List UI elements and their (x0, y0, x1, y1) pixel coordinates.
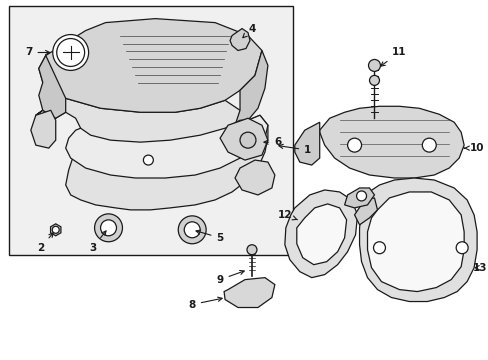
Polygon shape (319, 106, 463, 178)
Circle shape (143, 155, 153, 165)
Polygon shape (220, 118, 267, 160)
Polygon shape (229, 28, 249, 50)
Polygon shape (224, 278, 274, 307)
Polygon shape (367, 192, 463, 292)
Circle shape (53, 35, 88, 71)
Circle shape (94, 214, 122, 242)
Circle shape (178, 216, 206, 244)
Text: 12: 12 (277, 210, 297, 220)
Polygon shape (39, 55, 65, 118)
Polygon shape (50, 224, 61, 236)
Text: 7: 7 (25, 48, 50, 58)
Polygon shape (235, 50, 267, 125)
Circle shape (373, 242, 385, 254)
Polygon shape (65, 115, 267, 178)
Text: 1: 1 (278, 144, 311, 155)
Circle shape (52, 226, 59, 233)
Text: 13: 13 (472, 263, 487, 273)
Polygon shape (354, 198, 377, 225)
Circle shape (368, 59, 380, 71)
Polygon shape (344, 188, 374, 208)
Text: 9: 9 (216, 270, 244, 285)
Circle shape (369, 75, 379, 85)
Polygon shape (235, 160, 274, 195)
Circle shape (101, 220, 116, 236)
FancyBboxPatch shape (9, 6, 292, 255)
Circle shape (422, 138, 435, 152)
Polygon shape (39, 19, 262, 112)
Text: 5: 5 (196, 230, 224, 243)
Text: 4: 4 (243, 24, 255, 38)
Polygon shape (285, 190, 357, 278)
Text: 10: 10 (463, 143, 483, 153)
Circle shape (356, 191, 366, 201)
Text: 2: 2 (37, 233, 53, 253)
Circle shape (455, 242, 467, 254)
Polygon shape (31, 110, 56, 148)
Circle shape (57, 39, 84, 67)
Polygon shape (296, 204, 346, 265)
Polygon shape (359, 178, 476, 302)
Circle shape (240, 132, 255, 148)
Circle shape (184, 222, 200, 238)
Text: 6: 6 (264, 137, 281, 147)
Text: 3: 3 (89, 231, 106, 253)
Polygon shape (294, 122, 319, 165)
Polygon shape (36, 98, 267, 210)
Circle shape (246, 245, 256, 255)
Text: 8: 8 (188, 297, 222, 310)
Circle shape (347, 138, 361, 152)
Text: 11: 11 (380, 48, 406, 66)
